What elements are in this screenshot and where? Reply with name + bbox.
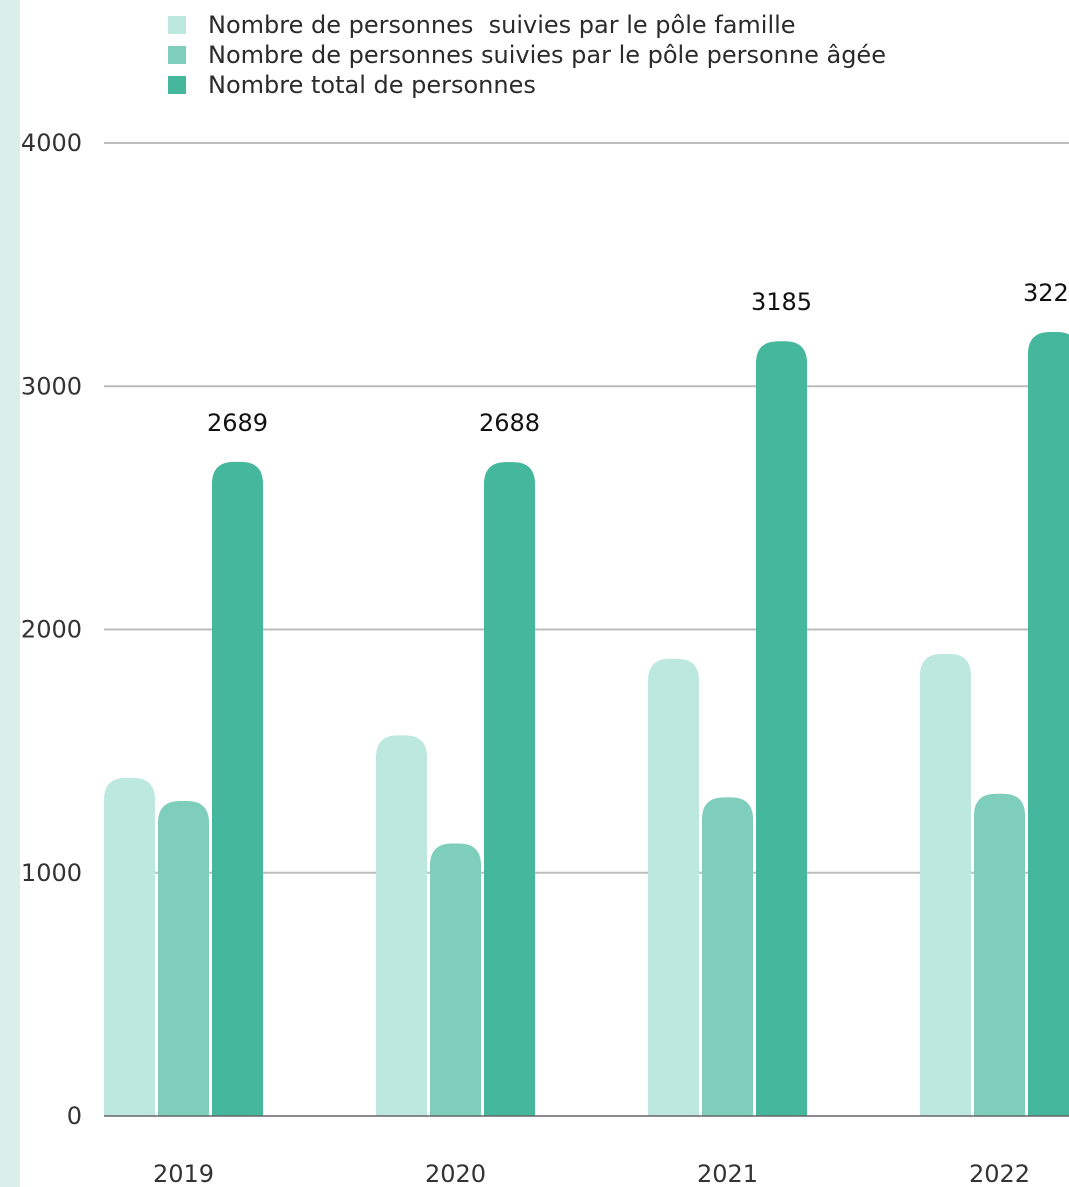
legend-swatch-total xyxy=(168,76,186,94)
data-label-2022: 3223 xyxy=(1023,279,1069,307)
legend-label-famille: Nombre de personnes suivies par le pôle … xyxy=(208,11,796,39)
bar-2020-series-2 xyxy=(430,843,481,1116)
y-tick-label: 1000 xyxy=(21,859,82,887)
bar-2021-series-3 xyxy=(756,341,807,1116)
y-tick-label: 2000 xyxy=(21,616,82,644)
bar-2022-series-3 xyxy=(1028,332,1069,1116)
y-tick-label: 0 xyxy=(67,1102,82,1130)
legend-label-personne-agee: Nombre de personnes suivies par le pôle … xyxy=(208,41,886,69)
bar-2021-series-1 xyxy=(648,658,699,1116)
x-category-label: 2019 xyxy=(153,1160,214,1187)
bar-2022-series-1 xyxy=(920,653,971,1116)
y-tick-label: 4000 xyxy=(21,129,82,157)
bar-2020-series-3 xyxy=(484,462,535,1116)
data-label-2020: 2688 xyxy=(479,409,540,437)
legend-item-personne-agee: Nombre de personnes suivies par le pôle … xyxy=(168,40,886,70)
bar-2022-series-2 xyxy=(974,793,1025,1116)
bar-2021-series-2 xyxy=(702,797,753,1116)
chart-legend: Nombre de personnes suivies par le pôle … xyxy=(168,10,886,100)
data-label-2021: 3185 xyxy=(751,288,812,316)
bar-2019-series-3 xyxy=(212,461,263,1116)
legend-item-total: Nombre total de personnes xyxy=(168,70,886,100)
legend-label-total: Nombre total de personnes xyxy=(208,71,536,99)
bar-2020-series-1 xyxy=(376,735,427,1116)
x-category-label: 2020 xyxy=(425,1160,486,1187)
x-category-label: 2021 xyxy=(697,1160,758,1187)
bar-2019-series-1 xyxy=(104,777,155,1116)
legend-swatch-personne-agee xyxy=(168,46,186,64)
legend-swatch-famille xyxy=(168,16,186,34)
data-label-2019: 2689 xyxy=(207,409,268,437)
y-tick-label: 3000 xyxy=(21,372,82,400)
left-accent-strip xyxy=(0,0,20,1187)
legend-item-famille: Nombre de personnes suivies par le pôle … xyxy=(168,10,886,40)
x-category-label: 2022 xyxy=(969,1160,1030,1187)
bar-2019-series-2 xyxy=(158,800,209,1116)
